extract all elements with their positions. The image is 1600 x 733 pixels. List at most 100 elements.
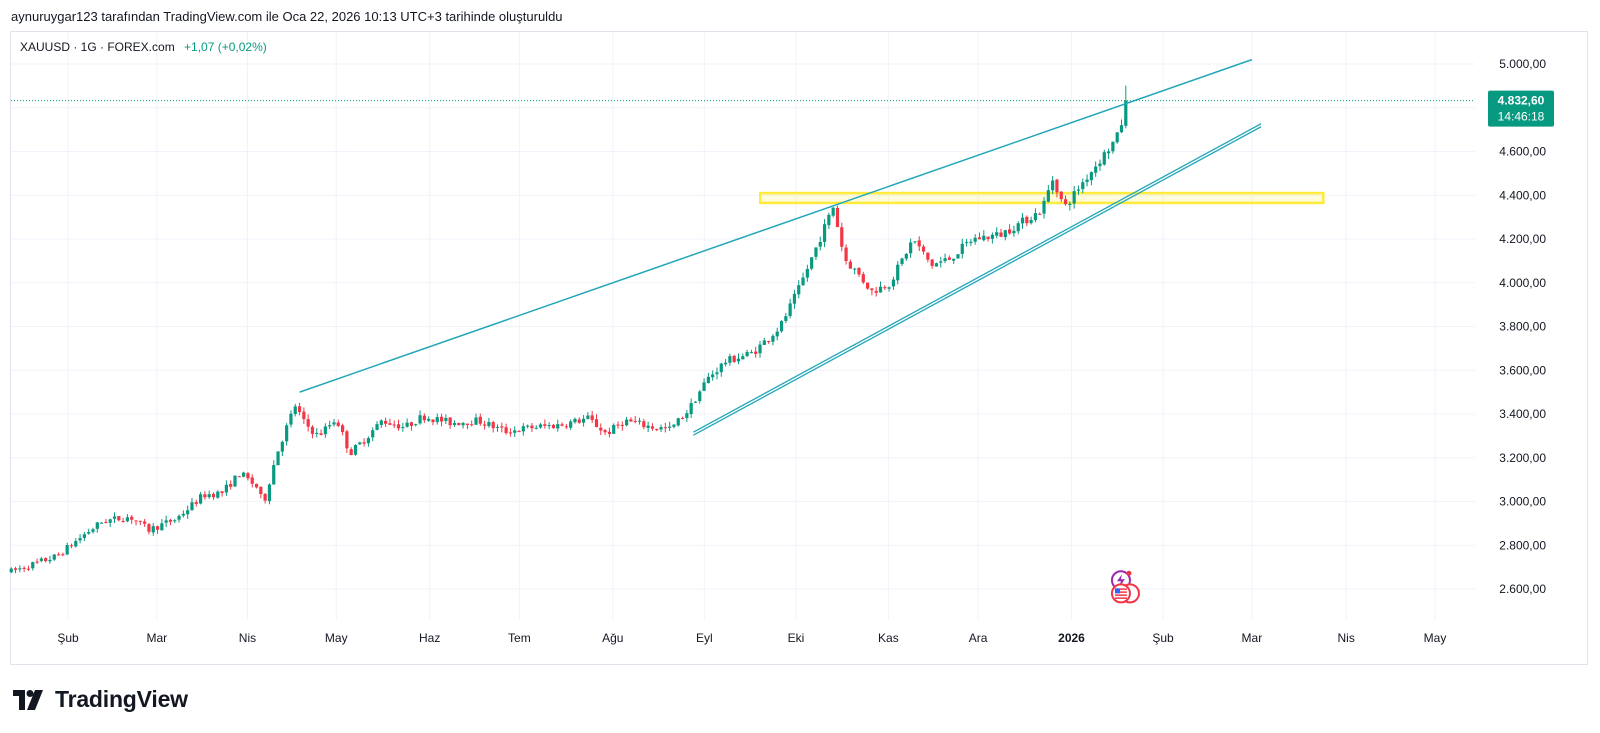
candle-up [1020,212,1025,229]
candle-down [61,552,65,557]
candle-body [526,425,530,427]
candle-up [285,423,289,446]
candle-body [990,234,994,239]
candle-body [943,258,947,262]
candle-body [349,449,353,456]
candle-body [254,483,259,488]
trendlines[interactable] [299,58,1262,436]
symbol-info[interactable]: XAUUSD · 1G · FOREX.com [20,40,175,54]
candle-down [69,543,74,549]
candle-body [1051,180,1055,191]
candle-down [590,410,594,423]
candle-up [706,372,710,384]
candle-body [483,424,487,426]
x-tick-label: Kas [878,631,899,645]
candle-up [982,230,986,242]
candle-up [1094,161,1098,177]
candle-body [754,351,758,354]
candle-body [1072,191,1076,204]
candle-body [1025,216,1029,224]
lower-trendline-parallel[interactable] [693,126,1262,436]
candle-up [186,505,190,519]
time-axis[interactable]: Şub Mar Nis May Haz Tem Ağu Eyl Eki Kas Ara 2026 Şub… [57,631,1446,645]
candle-down [767,340,771,344]
candle-down [259,486,263,499]
symbol-legend[interactable]: XAUUSD · 1G · FOREX.com +1,07 (+0,02%) [20,40,267,54]
upper-trendline[interactable] [299,58,1253,393]
candle-up [224,480,228,496]
candle-body [74,541,78,547]
candle-body [435,417,439,423]
x-tick-label: 2026 [1058,631,1085,645]
candle-body [323,426,327,435]
candle-down [1008,224,1012,235]
flag-stripe [1114,591,1127,593]
candle-body [521,426,525,432]
candle-up [91,527,95,534]
candle-up [625,416,629,427]
chart-frame[interactable] [10,31,1588,665]
candle-up [427,416,431,422]
candle-body [1094,166,1098,173]
candle-down [297,402,302,416]
candle-body [211,493,216,498]
candle-body [1038,213,1042,215]
candle-body [44,558,48,562]
candle-down [319,429,323,436]
candle-down [384,417,388,427]
candle-down [465,423,469,430]
resistance-zone[interactable] [758,191,1325,205]
flag-canton [1114,588,1120,594]
candle-up [267,483,272,505]
candle-down [13,566,18,574]
candle-body [444,417,448,421]
candle-body [52,554,56,560]
candle-up [198,491,203,505]
us-flag-icon[interactable] [1110,583,1140,604]
candle-down [422,413,426,423]
candle-body [534,427,538,429]
candle-body [487,422,491,427]
candle-body [784,316,788,321]
candle-body [82,534,86,538]
candle-up [207,490,211,499]
candle-body [452,422,457,425]
candle-body [517,431,521,433]
candle-body [642,421,646,428]
event-markers[interactable] [1110,570,1140,604]
candle-body [65,545,69,555]
candle-up [788,298,792,319]
candle-body [1076,189,1081,191]
candle-up [1072,185,1076,209]
candle-body [151,526,155,533]
tradingview-logo[interactable]: TradingView [13,686,188,713]
candle-body [749,352,754,354]
candle-down [921,244,926,255]
candle-body [891,279,896,287]
candle-up [964,238,969,247]
candle-body [224,484,228,493]
candle-up [952,258,956,264]
candle-body [181,513,185,516]
candle-down [577,417,581,424]
candle-body [1068,203,1072,206]
candle-body [194,502,198,504]
candle-up [82,531,86,542]
candle-down [246,471,250,481]
notification-dot [1126,570,1132,576]
candle-up [1081,178,1085,194]
candle-up [1106,148,1111,160]
candle-body [336,422,340,426]
candle-body [220,491,224,493]
candle-body [569,421,573,428]
candle-body [870,288,874,291]
lower-trendline[interactable] [693,123,1262,433]
candle-down [947,255,951,261]
price-axis[interactable]: 2.600,00 2.800,00 3.000,00 3.200,00 3.400,00… [1499,57,1546,596]
candle-up [87,528,91,535]
candle-up [887,286,891,292]
price-change: +1,07 (+0,02%) [184,40,267,54]
candle-body [328,425,332,427]
candle-up [891,276,896,290]
